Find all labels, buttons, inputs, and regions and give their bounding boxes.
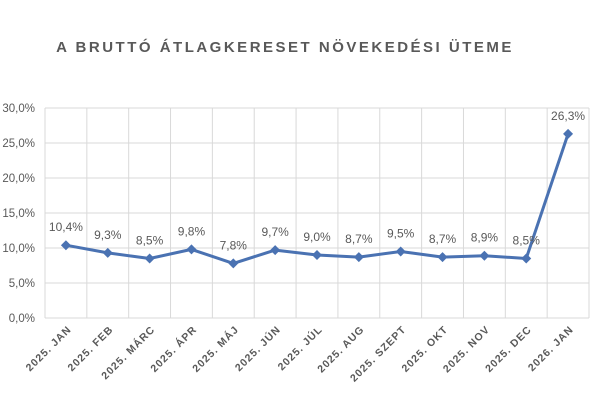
data-label: 8,5% — [136, 234, 164, 248]
data-point-marker — [395, 246, 406, 257]
data-point-marker — [479, 250, 490, 261]
data-point-marker — [437, 252, 448, 263]
data-point-marker — [312, 250, 322, 260]
data-point-marker — [144, 253, 155, 264]
data-labels: 10,4% 9,3% 8,5% 9,8% 7,8% 9,7% 9,0% 8,7% 9,5% 8,7… — [49, 109, 586, 252]
y-tick-label: 5,0% — [9, 278, 35, 290]
data-label: 9,8% — [178, 224, 206, 238]
data-label: 9,0% — [303, 230, 331, 244]
data-label: 7,8% — [220, 238, 248, 252]
gridlines — [44, 107, 590, 319]
data-label: 9,7% — [261, 225, 289, 239]
data-point-marker — [228, 258, 239, 269]
data-point-marker — [186, 244, 197, 255]
chart-title: A BRUTTÓ ÁTLAGKERESET NÖVEKEDÉSI ÜTEME — [56, 38, 514, 56]
data-label: 8,9% — [471, 231, 499, 245]
y-tick-label: 30,0% — [2, 103, 35, 115]
y-tick-label: 25,0% — [2, 138, 35, 150]
data-point-marker — [353, 252, 364, 263]
data-point-marker — [60, 240, 71, 251]
data-label: 8,5% — [513, 234, 541, 248]
data-label: 9,3% — [94, 228, 122, 242]
data-point-marker — [521, 253, 532, 264]
data-label: 9,5% — [387, 227, 415, 241]
y-tick-label: 0,0% — [9, 313, 35, 325]
y-tick-label: 15,0% — [2, 208, 35, 220]
y-tick-label: 10,0% — [2, 243, 35, 255]
data-point-marker — [270, 245, 281, 256]
data-label: 8,7% — [345, 232, 373, 246]
data-label: 26,3% — [551, 109, 585, 123]
data-label: 10,4% — [49, 220, 83, 234]
data-points — [60, 128, 574, 269]
y-axis-tick-labels: 0,0% 5,0% 10,0% 15,0% 20,0% 25,0% 30,0% — [2, 103, 35, 325]
data-point-marker — [563, 128, 574, 139]
y-tick-label: 20,0% — [2, 173, 35, 185]
data-label: 8,7% — [429, 232, 457, 246]
data-point-marker — [102, 247, 113, 258]
